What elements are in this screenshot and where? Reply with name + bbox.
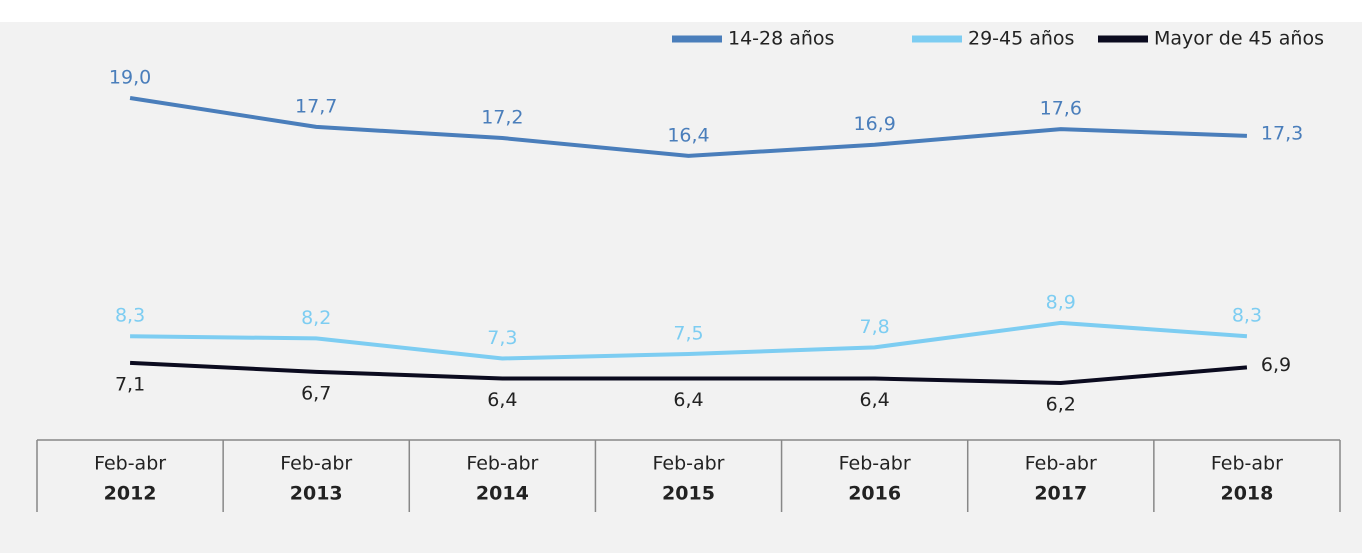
legend-label: 14-28 años (728, 28, 834, 50)
legend-label: 29-45 años (968, 28, 1074, 50)
legend-label: Mayor de 45 años (1154, 28, 1324, 50)
x-tick-label: 2016 (848, 483, 901, 505)
data-label: 17,7 (295, 95, 337, 117)
data-label: 8,2 (301, 307, 331, 329)
x-tick-label: 2012 (104, 483, 157, 505)
title-strip (0, 0, 1362, 22)
data-label: 6,7 (301, 382, 331, 404)
x-tick-label: 2013 (290, 483, 343, 505)
x-tick-label: Feb-abr (839, 453, 911, 475)
data-label: 16,9 (853, 113, 895, 135)
x-tick-label: 2017 (1034, 483, 1087, 505)
data-label: 8,3 (1232, 305, 1262, 327)
data-label: 7,3 (487, 327, 517, 349)
series-line (129, 95, 1248, 158)
data-label: 8,3 (115, 305, 145, 327)
x-tick-label: 2014 (476, 483, 529, 505)
x-tick-label: Feb-abr (1025, 453, 1097, 475)
data-label: 19,0 (109, 66, 151, 88)
data-label: 17,6 (1040, 98, 1082, 120)
series-line (130, 320, 1248, 361)
x-tick-label: Feb-abr (652, 453, 724, 475)
x-tick-label: Feb-abr (1211, 453, 1283, 475)
x-tick-label: Feb-abr (94, 453, 166, 475)
data-label: 16,4 (667, 124, 709, 146)
x-tick-label: Feb-abr (280, 453, 352, 475)
data-label: 7,5 (673, 323, 703, 345)
data-label: 7,1 (115, 373, 145, 395)
data-label: 17,3 (1261, 122, 1303, 144)
data-label: 6,2 (1046, 393, 1076, 415)
x-tick-label: 2018 (1220, 483, 1273, 505)
data-label: 17,2 (481, 107, 523, 129)
x-tick-label: Feb-abr (466, 453, 538, 475)
data-label: 6,4 (860, 389, 890, 411)
data-label: 7,8 (860, 316, 890, 338)
series-line (129, 360, 1248, 385)
data-label: 6,4 (487, 389, 517, 411)
data-label: 8,9 (1046, 291, 1076, 313)
data-label: 6,9 (1261, 354, 1291, 376)
data-label: 6,4 (673, 389, 703, 411)
x-tick-label: 2015 (662, 483, 715, 505)
